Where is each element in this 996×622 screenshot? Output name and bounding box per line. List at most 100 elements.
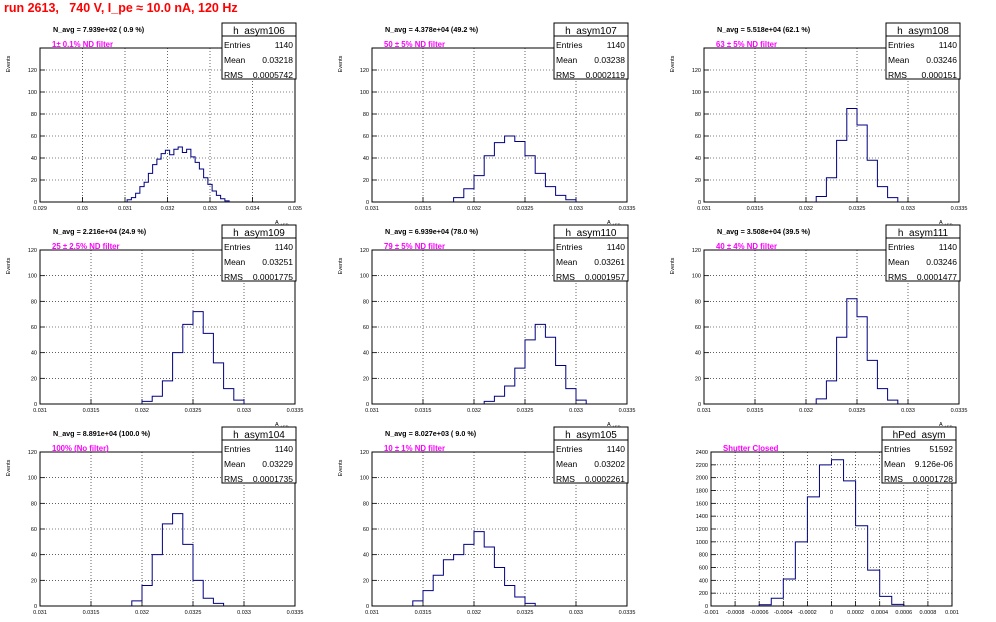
stats-label: Mean: [884, 459, 906, 469]
histogram-bin: [566, 389, 576, 404]
histogram-bin: [877, 389, 887, 404]
x-tick-label: 0.0006: [895, 610, 912, 616]
y-tick-label: 2400: [696, 450, 708, 456]
x-tick-label: 0.032: [135, 408, 149, 414]
histogram-bin: [153, 165, 157, 202]
y-tick-label: 120: [692, 68, 701, 74]
histogram-bin: [173, 353, 183, 404]
histogram-bin: [525, 340, 535, 404]
histogram-bin: [234, 400, 244, 404]
stats-value: 1140: [939, 242, 958, 252]
histogram-bin: [183, 544, 193, 606]
stats-label: Mean: [556, 257, 578, 267]
histogram-bin: [826, 178, 836, 202]
x-tick-label: 0.031: [118, 206, 132, 212]
stats-value: 1140: [607, 242, 626, 252]
histogram-bin: [771, 598, 783, 606]
x-tick-label: 0.0008: [919, 610, 936, 616]
y-tick-label: 80: [31, 112, 37, 118]
stats-label: RMS: [888, 272, 907, 282]
y-tick-label: 40: [695, 156, 701, 162]
histogram-bin: [494, 568, 504, 607]
stats-label: Mean: [556, 459, 578, 469]
histogram-line: [483, 323, 587, 404]
x-tick-label: 0.033: [569, 408, 583, 414]
stats-label: Entries: [224, 40, 250, 50]
stats-value: 0.0005742: [253, 70, 293, 80]
y-tick-label: 1200: [696, 527, 708, 533]
x-tick-label: 0.0325: [185, 408, 202, 414]
y-axis-label: Events: [6, 55, 12, 72]
stats-title: h_asym111: [898, 228, 949, 239]
x-tick-label: 0.0325: [517, 206, 534, 212]
stats-value: 0.03238: [594, 55, 625, 65]
x-tick-label: -0.0008: [726, 610, 745, 616]
stats-box: [221, 224, 297, 282]
histogram-bin: [170, 155, 174, 202]
histogram-bin: [195, 162, 199, 202]
y-tick-label: 60: [363, 325, 369, 331]
stats-label: Mean: [888, 257, 910, 267]
histogram-bin: [157, 159, 161, 202]
histogram-line: [131, 513, 225, 606]
y-tick-label: 80: [363, 112, 369, 118]
stats-value: 1140: [275, 242, 294, 252]
histogram-bin: [847, 299, 857, 404]
histogram-bin: [152, 555, 162, 606]
n-avg-label: N_avg = 8.027e+03 ( 9.0 %): [385, 429, 477, 438]
x-tick-label: 0.0002: [847, 610, 864, 616]
y-tick-label: 80: [695, 299, 701, 305]
y-tick-label: 60: [695, 134, 701, 140]
x-tick-label: 0.0335: [287, 408, 304, 414]
y-tick-label: 60: [363, 134, 369, 140]
stats-label: Entries: [224, 444, 250, 454]
stats-label: Entries: [888, 242, 914, 252]
histogram-bin: [535, 324, 545, 404]
stats-value: 0.0001477: [917, 272, 957, 282]
stats-value: 51592: [929, 444, 953, 454]
histogram-bin: [183, 324, 193, 404]
histogram-panel-h_asym111: 0.031 0.0315 0.032 0.0325 0.033 0.0335 0 20 40 60…: [670, 224, 967, 429]
x-tick-label: 0.031: [365, 206, 379, 212]
histogram-bin: [556, 195, 566, 202]
stats-label: Entries: [888, 40, 914, 50]
histogram-bin: [857, 317, 867, 404]
y-tick-label: 600: [699, 566, 708, 572]
y-tick-label: 60: [31, 325, 37, 331]
y-axis-label: Events: [6, 257, 12, 274]
y-axis-label: Events: [338, 459, 344, 476]
stats-label: RMS: [556, 272, 575, 282]
y-tick-label: 0: [366, 604, 369, 610]
x-tick-label: 0.033: [901, 408, 915, 414]
histogram-bin: [816, 399, 826, 404]
y-tick-label: 80: [31, 501, 37, 507]
stats-title: h_asym106: [233, 26, 285, 37]
y-axis-label: Events: [670, 55, 676, 72]
histogram-bin: [173, 514, 183, 606]
histogram-bin: [161, 154, 165, 202]
histogram-bin: [515, 368, 525, 404]
y-tick-label: 0: [34, 604, 37, 610]
histogram-panel-h_asym107: 0.031 0.0315 0.032 0.0325 0.033 0.0335 0 20 40 60…: [338, 22, 635, 227]
y-tick-label: 100: [692, 90, 701, 96]
histogram-bin: [454, 555, 464, 606]
y-tick-label: 100: [360, 476, 369, 482]
x-tick-label: 0.0325: [849, 408, 866, 414]
y-tick-label: 80: [363, 299, 369, 305]
histogram-bin: [224, 389, 234, 404]
n-avg-label: N_avg = 6.939e+04 (78.0 %): [385, 227, 479, 236]
histogram-panel-h_asym104: 0.031 0.0315 0.032 0.0325 0.033 0.0335 0 20 40 60…: [6, 426, 303, 616]
histogram-bin: [464, 189, 474, 202]
histogram-bin: [191, 157, 195, 202]
y-tick-label: 100: [360, 90, 369, 96]
filter-annotation: Shutter Closed: [723, 444, 779, 453]
filter-annotation: 25 ± 2.5% ND filter: [52, 242, 120, 251]
n-avg-label: N_avg = 2.216e+04 (24.9 %): [53, 227, 147, 236]
histogram-bin: [807, 497, 819, 606]
histogram-line: [141, 311, 245, 404]
stats-title: h_asym105: [565, 430, 617, 441]
x-tick-label: 0.03: [77, 206, 88, 212]
histogram-bin: [148, 173, 152, 202]
histogram-bin: [556, 366, 566, 405]
x-tick-label: 0.031: [365, 610, 379, 616]
